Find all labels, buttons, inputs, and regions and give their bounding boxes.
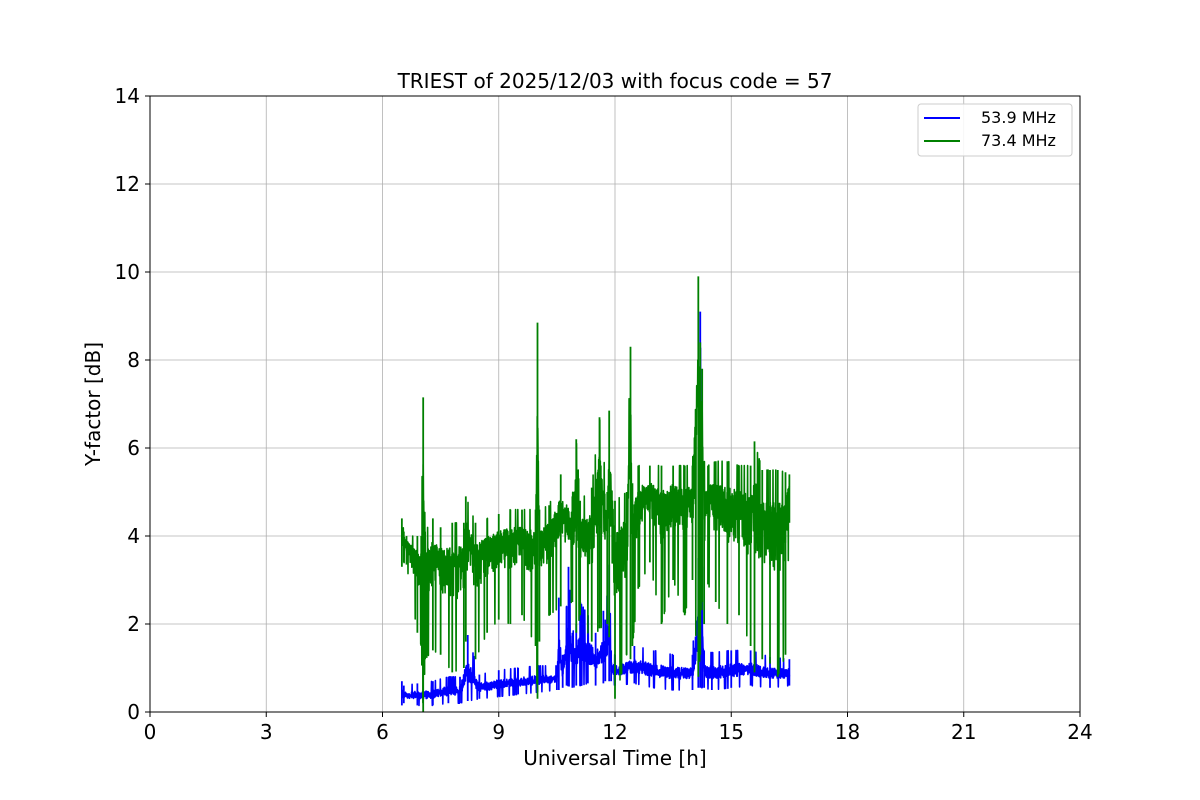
legend-label-73-4-mhz: 73.4 MHz	[981, 131, 1056, 150]
x-axis-label: Universal Time [h]	[523, 746, 706, 770]
x-tick-label: 12	[602, 720, 627, 744]
y-tick-label: 2	[127, 612, 140, 636]
legend: 53.9 MHz 73.4 MHz	[917, 103, 1073, 157]
y-tick-label: 10	[115, 260, 140, 284]
y-axis-label: Y-factor [dB]	[81, 342, 105, 467]
x-tick-label: 9	[492, 720, 505, 744]
x-tick-label: 18	[835, 720, 860, 744]
x-tick-label: 0	[144, 720, 157, 744]
x-tick-label: 6	[376, 720, 389, 744]
x-tick-label: 3	[260, 720, 273, 744]
y-tick-label: 4	[127, 524, 140, 548]
x-tick-label: 24	[1067, 720, 1092, 744]
series-73-4-mhz	[400, 276, 791, 712]
x-tick-label: 21	[951, 720, 976, 744]
y-tick-label: 12	[115, 172, 140, 196]
y-tick-label: 6	[127, 436, 140, 460]
series-layer	[400, 276, 791, 712]
y-tick-label: 8	[127, 348, 140, 372]
legend-label-53-9-mhz: 53.9 MHz	[981, 108, 1056, 127]
y-tick-label: 0	[127, 700, 140, 724]
chart-title: TRIEST of 2025/12/03 with focus code = 5…	[397, 69, 833, 93]
x-tick-label: 15	[719, 720, 744, 744]
y-tick-label: 14	[115, 84, 140, 108]
